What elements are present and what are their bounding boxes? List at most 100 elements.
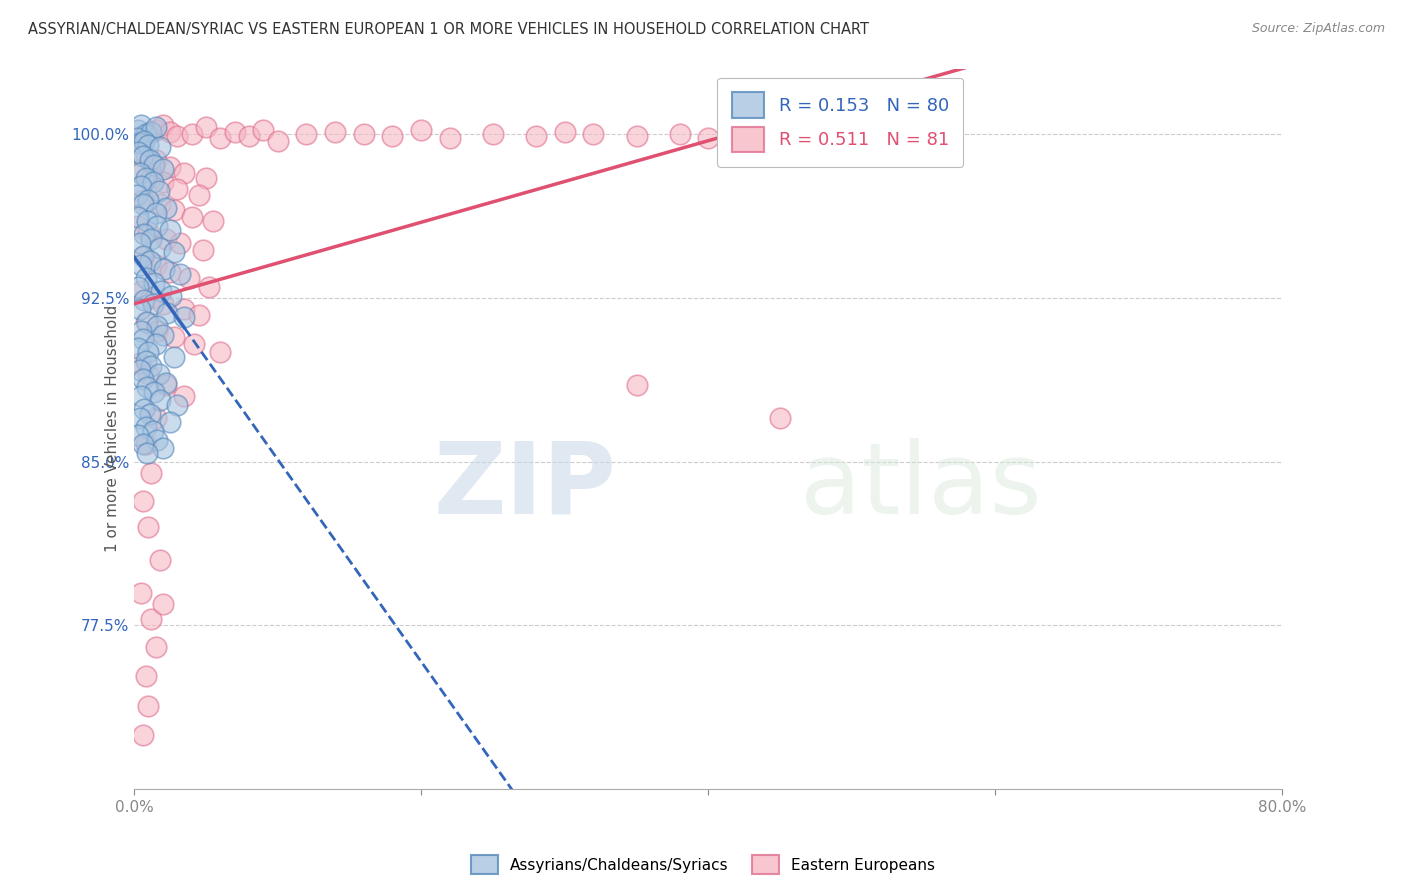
Text: ZIP: ZIP xyxy=(433,438,616,535)
Point xyxy=(482,127,505,141)
Point xyxy=(132,193,155,207)
Point xyxy=(135,170,157,185)
Point xyxy=(143,276,166,290)
Point xyxy=(128,236,150,251)
Point xyxy=(125,188,148,202)
Point xyxy=(128,136,150,150)
Point xyxy=(173,301,195,316)
Point xyxy=(626,129,648,144)
Point xyxy=(163,244,186,259)
Point xyxy=(191,243,214,257)
Point xyxy=(149,393,172,408)
Point xyxy=(127,341,149,355)
Point xyxy=(163,330,186,344)
Point xyxy=(173,310,195,325)
Point xyxy=(146,219,169,233)
Point xyxy=(138,127,160,141)
Point xyxy=(146,319,169,334)
Point xyxy=(145,120,167,135)
Point xyxy=(132,149,155,163)
Point xyxy=(143,158,166,172)
Point xyxy=(323,125,346,139)
Point xyxy=(209,131,232,145)
Point xyxy=(146,433,169,447)
Point xyxy=(769,129,792,144)
Point xyxy=(141,612,163,626)
Point xyxy=(146,324,169,338)
Point xyxy=(135,315,157,329)
Point xyxy=(183,336,205,351)
Point xyxy=(129,585,152,599)
Point xyxy=(180,127,202,141)
Point xyxy=(166,129,188,144)
Legend: R = 0.153   N = 80, R = 0.511   N = 81: R = 0.153 N = 80, R = 0.511 N = 81 xyxy=(717,78,963,167)
Point xyxy=(135,354,157,368)
Point xyxy=(136,446,159,460)
Point xyxy=(187,188,209,202)
Point xyxy=(138,137,160,152)
Point xyxy=(138,345,160,359)
Point xyxy=(127,145,149,159)
Point xyxy=(141,232,163,246)
Point xyxy=(149,241,172,255)
Point xyxy=(159,415,181,429)
Point xyxy=(153,262,176,277)
Point xyxy=(152,161,174,176)
Point xyxy=(143,384,166,399)
Point xyxy=(202,214,225,228)
Point xyxy=(149,140,172,154)
Text: atlas: atlas xyxy=(800,438,1042,535)
Point xyxy=(152,118,174,132)
Point xyxy=(155,232,177,246)
Point xyxy=(142,297,165,311)
Point xyxy=(128,411,150,425)
Point xyxy=(145,153,167,168)
Point xyxy=(160,288,183,302)
Point xyxy=(811,127,834,141)
Point xyxy=(145,205,167,219)
Point xyxy=(156,306,179,320)
Point xyxy=(169,267,191,281)
Point xyxy=(149,553,172,567)
Point xyxy=(135,271,157,285)
Point xyxy=(238,129,260,144)
Point xyxy=(134,293,156,307)
Point xyxy=(187,308,209,322)
Y-axis label: 1 or more Vehicles in Household: 1 or more Vehicles in Household xyxy=(105,305,120,552)
Point xyxy=(163,203,186,218)
Point xyxy=(141,291,163,305)
Point xyxy=(134,249,156,263)
Point xyxy=(129,285,152,299)
Point xyxy=(132,371,155,385)
Point xyxy=(132,727,155,741)
Legend: Assyrians/Chaldeans/Syriacs, Eastern Europeans: Assyrians/Chaldeans/Syriacs, Eastern Eur… xyxy=(464,849,942,880)
Point xyxy=(145,122,167,136)
Point xyxy=(209,345,232,359)
Point xyxy=(152,327,174,342)
Point xyxy=(141,125,163,139)
Point xyxy=(129,324,152,338)
Point xyxy=(138,225,160,239)
Point xyxy=(169,236,191,251)
Point xyxy=(194,120,217,135)
Point xyxy=(152,297,174,311)
Point xyxy=(127,280,149,294)
Point xyxy=(138,368,160,382)
Point xyxy=(148,184,170,198)
Point xyxy=(166,398,188,412)
Point xyxy=(139,153,162,168)
Point xyxy=(128,356,150,370)
Point xyxy=(128,301,150,316)
Point xyxy=(159,125,181,139)
Point xyxy=(439,131,461,145)
Point xyxy=(134,402,156,417)
Point xyxy=(194,170,217,185)
Point xyxy=(135,149,157,163)
Point xyxy=(129,258,152,272)
Point xyxy=(136,380,159,394)
Point xyxy=(159,223,181,237)
Point xyxy=(135,668,157,682)
Point xyxy=(129,118,152,132)
Point xyxy=(128,166,150,180)
Point xyxy=(145,258,167,272)
